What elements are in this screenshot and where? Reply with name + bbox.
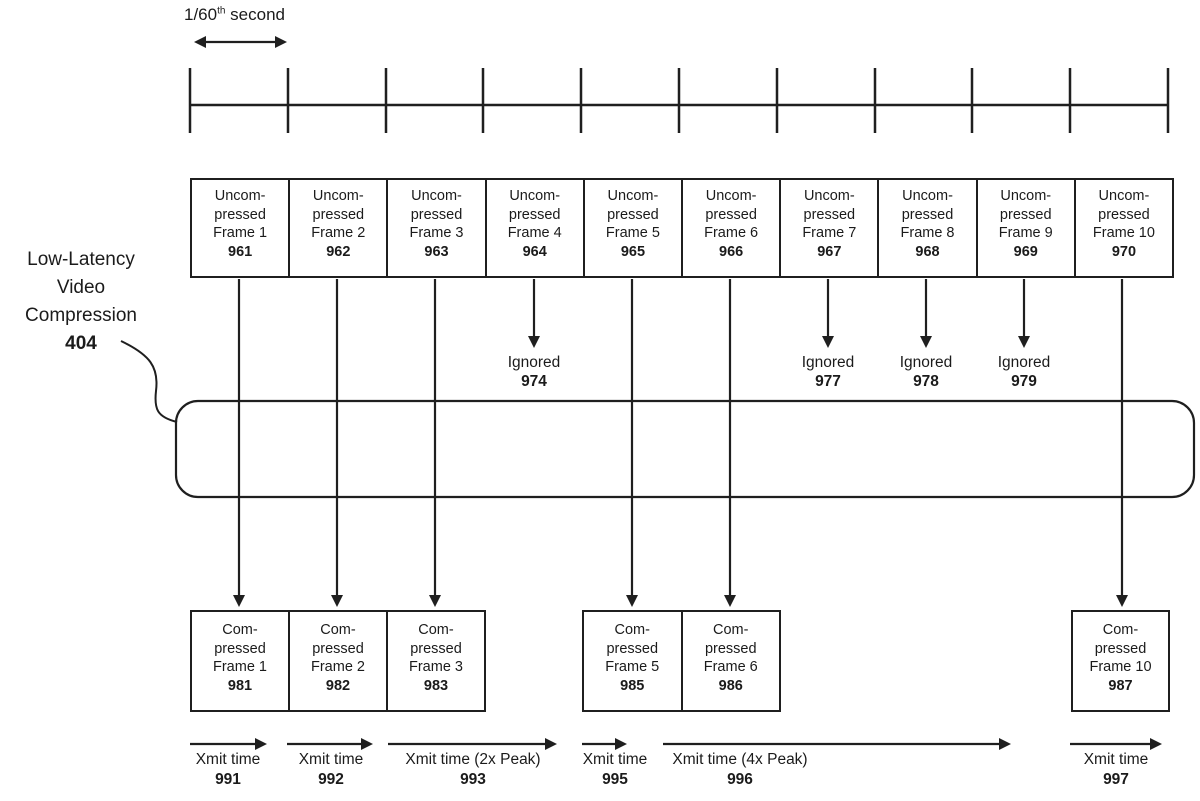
reference-number: 997 (1103, 771, 1129, 788)
time-scale-label: 1/60th second (184, 5, 285, 25)
xmit-time-label-991: Xmit time 991 (183, 750, 273, 790)
reference-number: 964 (522, 243, 547, 260)
label-leader-curve (120, 340, 178, 423)
reference-number: 995 (602, 771, 628, 788)
compressed-frames-group-1-3: Com- pressed Frame 1 981 Com- pressed Fr… (190, 610, 486, 712)
reference-number: 996 (727, 771, 753, 788)
compression-process-box (174, 399, 1196, 499)
reference-number: 978 (913, 373, 939, 390)
time-scale-ordinal: th (217, 5, 226, 17)
label-line: Low-Latency (27, 249, 135, 270)
uncompressed-frame-7: Uncom- pressed Frame 7 967 (779, 180, 877, 276)
xmit-time-label-997: Xmit time 997 (1071, 750, 1161, 790)
reference-number: 974 (521, 373, 547, 390)
uncompressed-frame-8: Uncom- pressed Frame 8 968 (877, 180, 975, 276)
ignored-label-977: Ignored 977 (786, 353, 870, 391)
reference-number: 968 (915, 243, 940, 260)
xmit-time-label-993: Xmit time (2x Peak) 993 (383, 750, 563, 790)
xmit-time-label-995: Xmit time 995 (570, 750, 660, 790)
uncompressed-frames-row: Uncom- pressed Frame 1 961 Uncom- presse… (190, 178, 1174, 278)
time-scale-unit: second (225, 5, 285, 24)
reference-number: 967 (817, 243, 842, 260)
label-line: Video (56, 277, 106, 298)
reference-number: 987 (1108, 677, 1133, 694)
compressed-frame-arrows (233, 279, 1128, 607)
reference-number: 981 (227, 677, 253, 694)
reference-number: 970 (1111, 243, 1137, 260)
reference-number: 963 (424, 243, 449, 260)
uncompressed-frame-5: Uncom- pressed Frame 5 965 (582, 180, 681, 276)
compressed-frames-group-5-6: Com- pressed Frame 5 985 Com- pressed Fr… (582, 610, 781, 712)
uncompressed-frame-1: Uncom- pressed Frame 1 961 (192, 180, 288, 276)
reference-number: 985 (620, 677, 645, 694)
uncompressed-frame-4: Uncom- pressed Frame 4 964 (484, 180, 583, 276)
ignored-label-979: Ignored 979 (982, 353, 1066, 391)
uncompressed-frame-2: Uncom- pressed Frame 2 962 (288, 180, 386, 276)
label-line: Compression (25, 305, 137, 326)
reference-number: 962 (326, 243, 351, 260)
reference-number: 965 (620, 243, 646, 260)
uncompressed-frame-3: Uncom- pressed Frame 3 963 (386, 180, 484, 276)
reference-number: 992 (318, 771, 344, 788)
uncompressed-frame-9: Uncom- pressed Frame 9 969 (975, 180, 1074, 276)
reference-number: 969 (1013, 243, 1038, 260)
compressed-frame-6: Com- pressed Frame 6 986 (680, 612, 780, 710)
compressed-frames-group-10: Com- pressed Frame 10 987 (1071, 610, 1170, 712)
xmit-time-label-996: Xmit time (4x Peak) 996 (650, 750, 830, 790)
compressed-frame-5: Com- pressed Frame 5 985 (584, 612, 681, 710)
reference-number: 979 (1011, 373, 1037, 390)
reference-number: 982 (325, 677, 351, 694)
time-scale-value: 1/60 (184, 5, 218, 24)
reference-number: 961 (228, 243, 253, 260)
reference-number: 966 (719, 243, 744, 260)
reference-number: 991 (215, 771, 241, 788)
ignored-frame-arrows (528, 279, 1030, 348)
compressed-frame-2: Com- pressed Frame 2 982 (288, 612, 386, 710)
reference-number: 993 (460, 771, 486, 788)
xmit-time-label-992: Xmit time 992 (286, 750, 376, 790)
timeline-ticks (188, 68, 1170, 133)
compressed-frame-10: Com- pressed Frame 10 987 (1073, 612, 1168, 710)
compressed-frame-3: Com- pressed Frame 3 983 (386, 612, 484, 710)
low-latency-compression-label: Low-Latency Video Compression 404 (2, 246, 160, 358)
reference-number: 404 (65, 333, 97, 354)
uncompressed-frame-10: Uncom- pressed Frame 10 970 (1073, 180, 1172, 276)
compressed-frame-1: Com- pressed Frame 1 981 (192, 612, 288, 710)
ignored-label-978: Ignored 978 (884, 353, 968, 391)
reference-number: 977 (815, 373, 841, 390)
ignored-label-974: Ignored 974 (492, 353, 576, 391)
uncompressed-frame-6: Uncom- pressed Frame 6 966 (681, 180, 779, 276)
reference-number: 983 (423, 677, 449, 694)
reference-number: 986 (718, 677, 743, 694)
